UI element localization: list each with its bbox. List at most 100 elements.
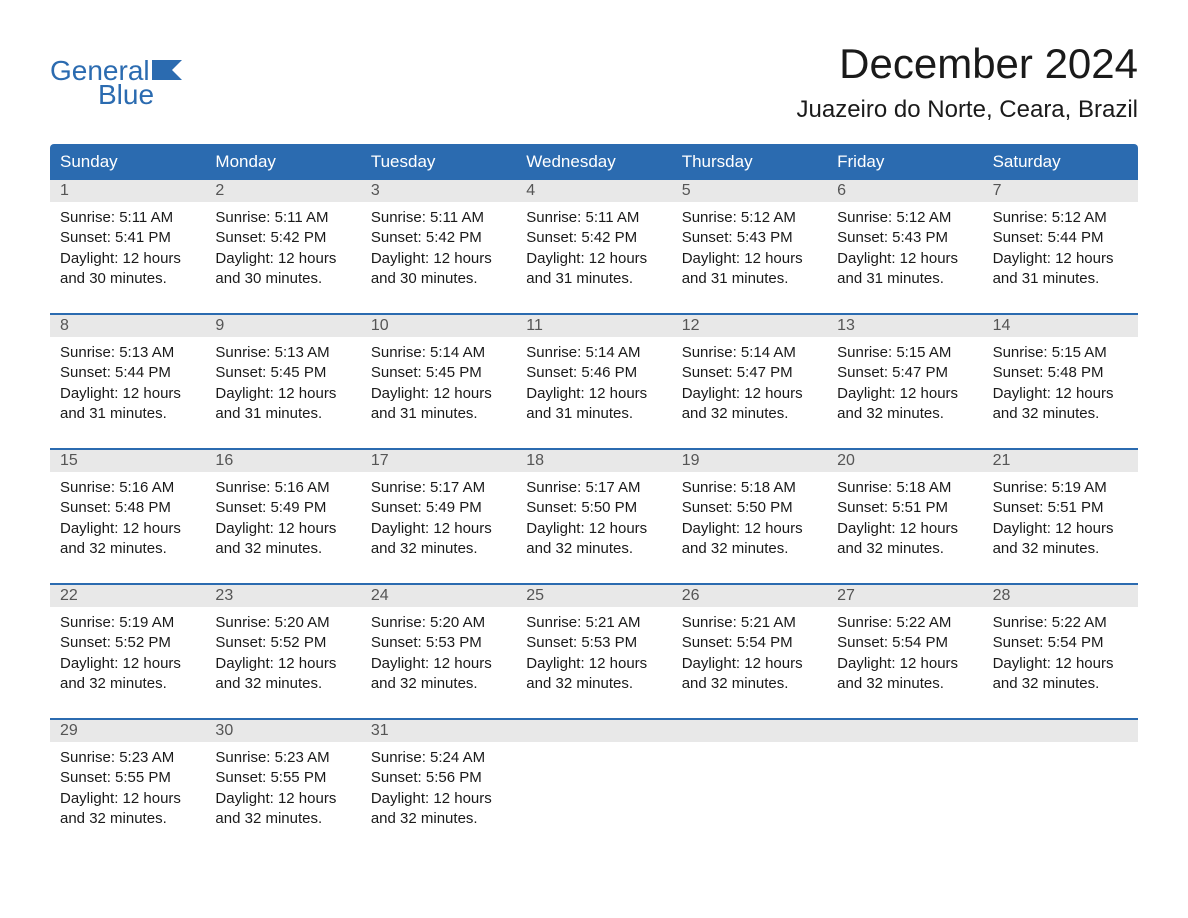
day-cell: 31Sunrise: 5:24 AMSunset: 5:56 PMDayligh… xyxy=(361,720,516,835)
daylight-text-2: and 32 minutes. xyxy=(993,404,1128,424)
day-cell: 30Sunrise: 5:23 AMSunset: 5:55 PMDayligh… xyxy=(205,720,360,835)
day-content: Sunrise: 5:12 AMSunset: 5:43 PMDaylight:… xyxy=(827,202,982,295)
sunset-text: Sunset: 5:52 PM xyxy=(215,633,350,653)
weekday-label: Tuesday xyxy=(361,144,516,180)
sunset-text: Sunset: 5:47 PM xyxy=(837,363,972,383)
day-cell: 29Sunrise: 5:23 AMSunset: 5:55 PMDayligh… xyxy=(50,720,205,835)
day-content: Sunrise: 5:24 AMSunset: 5:56 PMDaylight:… xyxy=(361,742,516,835)
daylight-text-1: Daylight: 12 hours xyxy=(215,654,350,674)
day-content: Sunrise: 5:21 AMSunset: 5:53 PMDaylight:… xyxy=(516,607,671,700)
day-cell: 4Sunrise: 5:11 AMSunset: 5:42 PMDaylight… xyxy=(516,180,671,295)
weekday-label: Friday xyxy=(827,144,982,180)
sunrise-text: Sunrise: 5:11 AM xyxy=(215,208,350,228)
daylight-text-1: Daylight: 12 hours xyxy=(993,519,1128,539)
day-content: Sunrise: 5:13 AMSunset: 5:45 PMDaylight:… xyxy=(205,337,360,430)
day-content: Sunrise: 5:22 AMSunset: 5:54 PMDaylight:… xyxy=(827,607,982,700)
page-subtitle: Juazeiro do Norte, Ceara, Brazil xyxy=(797,96,1138,124)
daylight-text-1: Daylight: 12 hours xyxy=(526,249,661,269)
day-number-empty xyxy=(983,720,1138,742)
weekday-header-row: Sunday Monday Tuesday Wednesday Thursday… xyxy=(50,144,1138,180)
daylight-text-1: Daylight: 12 hours xyxy=(371,384,506,404)
sunrise-text: Sunrise: 5:11 AM xyxy=(371,208,506,228)
daylight-text-1: Daylight: 12 hours xyxy=(215,519,350,539)
weekday-label: Wednesday xyxy=(516,144,671,180)
day-number: 26 xyxy=(672,585,827,607)
sunrise-text: Sunrise: 5:16 AM xyxy=(60,478,195,498)
day-cell: 15Sunrise: 5:16 AMSunset: 5:48 PMDayligh… xyxy=(50,450,205,565)
daylight-text-1: Daylight: 12 hours xyxy=(60,249,195,269)
week-row: 15Sunrise: 5:16 AMSunset: 5:48 PMDayligh… xyxy=(50,448,1138,565)
sunset-text: Sunset: 5:46 PM xyxy=(526,363,661,383)
sunset-text: Sunset: 5:45 PM xyxy=(371,363,506,383)
daylight-text-2: and 32 minutes. xyxy=(371,674,506,694)
day-content: Sunrise: 5:21 AMSunset: 5:54 PMDaylight:… xyxy=(672,607,827,700)
daylight-text-2: and 32 minutes. xyxy=(682,674,817,694)
day-cell: 7Sunrise: 5:12 AMSunset: 5:44 PMDaylight… xyxy=(983,180,1138,295)
day-content: Sunrise: 5:15 AMSunset: 5:47 PMDaylight:… xyxy=(827,337,982,430)
sunset-text: Sunset: 5:52 PM xyxy=(60,633,195,653)
daylight-text-1: Daylight: 12 hours xyxy=(993,654,1128,674)
daylight-text-1: Daylight: 12 hours xyxy=(60,519,195,539)
sunset-text: Sunset: 5:51 PM xyxy=(993,498,1128,518)
daylight-text-2: and 32 minutes. xyxy=(215,539,350,559)
day-cell: 12Sunrise: 5:14 AMSunset: 5:47 PMDayligh… xyxy=(672,315,827,430)
sunrise-text: Sunrise: 5:22 AM xyxy=(993,613,1128,633)
sunrise-text: Sunrise: 5:23 AM xyxy=(215,748,350,768)
daylight-text-1: Daylight: 12 hours xyxy=(682,654,817,674)
day-cell: 13Sunrise: 5:15 AMSunset: 5:47 PMDayligh… xyxy=(827,315,982,430)
sunrise-text: Sunrise: 5:21 AM xyxy=(526,613,661,633)
day-number: 16 xyxy=(205,450,360,472)
daylight-text-2: and 32 minutes. xyxy=(371,809,506,829)
day-number: 3 xyxy=(361,180,516,202)
day-number: 8 xyxy=(50,315,205,337)
sunset-text: Sunset: 5:45 PM xyxy=(215,363,350,383)
day-number: 1 xyxy=(50,180,205,202)
daylight-text-2: and 32 minutes. xyxy=(215,809,350,829)
sunset-text: Sunset: 5:50 PM xyxy=(682,498,817,518)
day-content: Sunrise: 5:19 AMSunset: 5:52 PMDaylight:… xyxy=(50,607,205,700)
day-cell: 26Sunrise: 5:21 AMSunset: 5:54 PMDayligh… xyxy=(672,585,827,700)
day-number: 28 xyxy=(983,585,1138,607)
daylight-text-1: Daylight: 12 hours xyxy=(993,384,1128,404)
day-content: Sunrise: 5:15 AMSunset: 5:48 PMDaylight:… xyxy=(983,337,1138,430)
day-cell: 11Sunrise: 5:14 AMSunset: 5:46 PMDayligh… xyxy=(516,315,671,430)
sunrise-text: Sunrise: 5:11 AM xyxy=(526,208,661,228)
daylight-text-1: Daylight: 12 hours xyxy=(837,519,972,539)
sunrise-text: Sunrise: 5:20 AM xyxy=(371,613,506,633)
day-content: Sunrise: 5:23 AMSunset: 5:55 PMDaylight:… xyxy=(50,742,205,835)
sunrise-text: Sunrise: 5:12 AM xyxy=(993,208,1128,228)
day-number-empty xyxy=(672,720,827,742)
day-cell: 23Sunrise: 5:20 AMSunset: 5:52 PMDayligh… xyxy=(205,585,360,700)
day-number: 27 xyxy=(827,585,982,607)
daylight-text-1: Daylight: 12 hours xyxy=(371,789,506,809)
week-row: 22Sunrise: 5:19 AMSunset: 5:52 PMDayligh… xyxy=(50,583,1138,700)
sunrise-text: Sunrise: 5:13 AM xyxy=(215,343,350,363)
page-header: General Blue December 2024 Juazeiro do N… xyxy=(50,40,1138,124)
day-number: 5 xyxy=(672,180,827,202)
day-content: Sunrise: 5:13 AMSunset: 5:44 PMDaylight:… xyxy=(50,337,205,430)
daylight-text-1: Daylight: 12 hours xyxy=(682,249,817,269)
day-content: Sunrise: 5:14 AMSunset: 5:45 PMDaylight:… xyxy=(361,337,516,430)
sunrise-text: Sunrise: 5:19 AM xyxy=(993,478,1128,498)
day-cell: 6Sunrise: 5:12 AMSunset: 5:43 PMDaylight… xyxy=(827,180,982,295)
day-number: 10 xyxy=(361,315,516,337)
sunrise-text: Sunrise: 5:14 AM xyxy=(682,343,817,363)
daylight-text-2: and 31 minutes. xyxy=(215,404,350,424)
daylight-text-1: Daylight: 12 hours xyxy=(993,249,1128,269)
daylight-text-2: and 32 minutes. xyxy=(837,674,972,694)
sunset-text: Sunset: 5:53 PM xyxy=(371,633,506,653)
calendar: Sunday Monday Tuesday Wednesday Thursday… xyxy=(50,144,1138,835)
weekday-label: Monday xyxy=(205,144,360,180)
day-number: 23 xyxy=(205,585,360,607)
day-number: 24 xyxy=(361,585,516,607)
daylight-text-2: and 32 minutes. xyxy=(993,674,1128,694)
day-number: 9 xyxy=(205,315,360,337)
sunset-text: Sunset: 5:49 PM xyxy=(371,498,506,518)
day-cell: 3Sunrise: 5:11 AMSunset: 5:42 PMDaylight… xyxy=(361,180,516,295)
daylight-text-1: Daylight: 12 hours xyxy=(837,384,972,404)
weekday-label: Thursday xyxy=(672,144,827,180)
sunset-text: Sunset: 5:41 PM xyxy=(60,228,195,248)
sunrise-text: Sunrise: 5:15 AM xyxy=(837,343,972,363)
day-cell: 19Sunrise: 5:18 AMSunset: 5:50 PMDayligh… xyxy=(672,450,827,565)
day-number-empty xyxy=(516,720,671,742)
